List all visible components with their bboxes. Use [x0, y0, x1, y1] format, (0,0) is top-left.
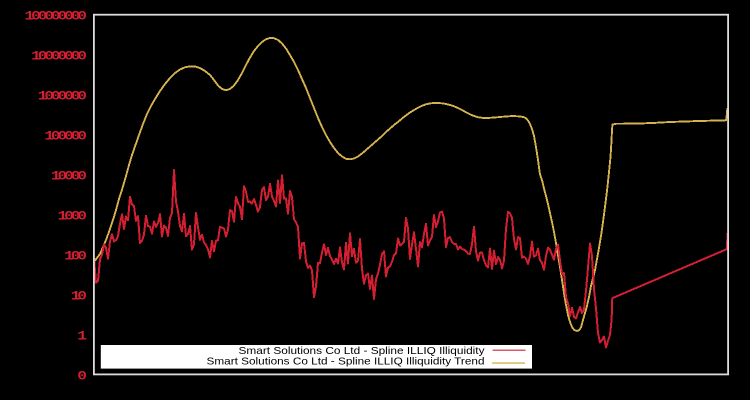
svg-text:10000000: 10000000	[31, 50, 86, 64]
svg-text:100000: 100000	[44, 130, 86, 144]
svg-text:0: 0	[77, 370, 86, 384]
svg-text:1000000: 1000000	[38, 90, 86, 104]
svg-text:10000: 10000	[51, 170, 86, 184]
svg-text:100: 100	[64, 250, 86, 264]
svg-text:Smart Solutions Co Ltd - Splin: Smart Solutions Co Ltd - Spline ILLIQ Il…	[207, 356, 485, 368]
svg-text:Smart Solutions Co Ltd - Splin: Smart Solutions Co Ltd - Spline ILLIQ Il…	[239, 345, 486, 357]
svg-text:10: 10	[71, 290, 86, 304]
svg-text:1000: 1000	[58, 210, 87, 224]
svg-text:100000000: 100000000	[25, 10, 87, 24]
